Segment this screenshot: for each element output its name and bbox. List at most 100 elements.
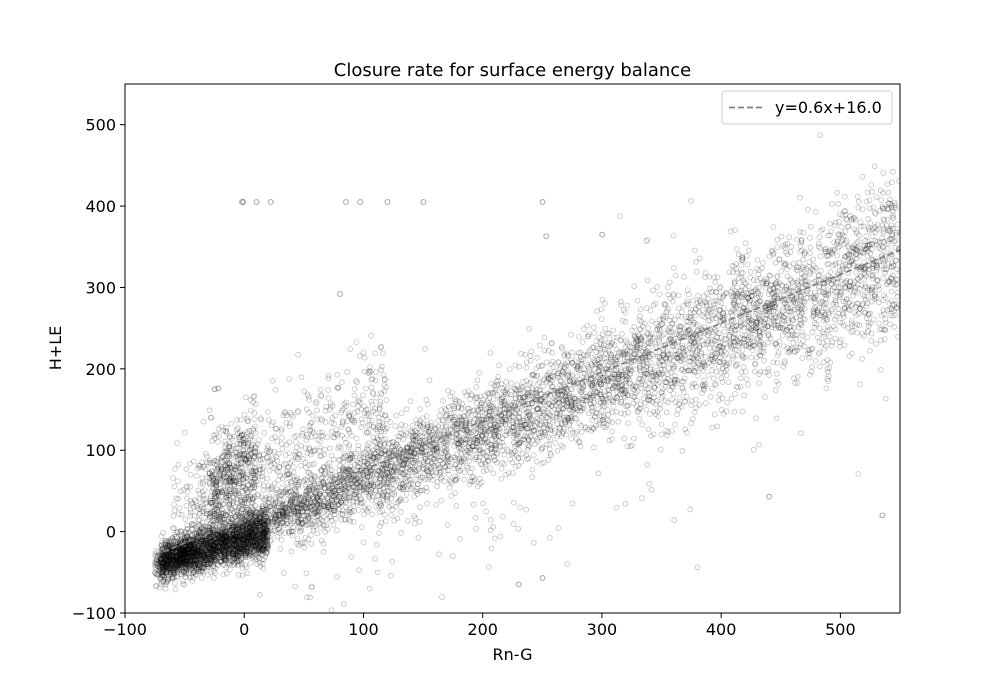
scatter-point: [461, 469, 468, 476]
scatter-point: [615, 418, 622, 425]
scatter-point: [811, 306, 817, 313]
scatter-point: [436, 412, 443, 419]
scatter-point: [405, 456, 412, 462]
scatter-point: [267, 538, 273, 544]
scatter-point: [294, 476, 300, 483]
scatter-point: [173, 554, 180, 561]
scatter-point: [806, 347, 813, 354]
scatter-point: [645, 325, 651, 332]
scatter-point: [690, 355, 697, 362]
scatter-point: [219, 546, 225, 552]
scatter-point: [672, 376, 678, 383]
scatter-point: [178, 559, 184, 566]
scatter-point: [733, 362, 739, 368]
scatter-point: [527, 411, 533, 418]
scatter-point: [243, 506, 250, 513]
scatter-point: [698, 300, 704, 307]
scatter-point: [554, 374, 561, 381]
scatter-point: [575, 367, 582, 373]
scatter-point: [475, 426, 482, 433]
scatter-point: [389, 439, 396, 445]
scatter-point: [452, 398, 459, 405]
scatter-point: [859, 291, 866, 298]
scatter-point: [770, 224, 777, 230]
scatter-point: [601, 377, 608, 383]
scatter-point: [442, 424, 449, 430]
scatter-point: [361, 459, 368, 465]
scatter-point: [757, 332, 763, 339]
scatter-point: [807, 244, 814, 251]
scatter-point: [692, 247, 698, 254]
scatter-point: [747, 268, 754, 275]
scatter-point: [461, 476, 467, 483]
scatter-point: [721, 341, 728, 348]
scatter-point: [407, 398, 414, 404]
scatter-point: [354, 463, 361, 470]
scatter-point: [883, 265, 890, 272]
scatter-point: [393, 468, 399, 475]
scatter-point: [607, 350, 613, 357]
scatter-point: [186, 552, 193, 559]
scatter-point: [413, 417, 419, 423]
scatter-point: [169, 559, 176, 566]
scatter-point: [814, 307, 820, 314]
scatter-point: [843, 296, 850, 302]
scatter-point: [796, 259, 803, 266]
scatter-point: [388, 460, 395, 467]
scatter-point: [389, 450, 395, 457]
scatter-point: [276, 489, 283, 495]
scatter-point: [608, 397, 615, 404]
scatter-point: [547, 375, 554, 381]
scatter-point: [487, 446, 494, 452]
scatter-point: [253, 542, 259, 548]
scatter-point: [769, 300, 776, 306]
scatter-point: [605, 370, 611, 377]
scatter-point: [863, 315, 870, 322]
scatter-point: [490, 396, 497, 403]
scatter-point: [210, 543, 217, 550]
scatter-point: [835, 231, 842, 238]
scatter-point: [534, 381, 541, 387]
scatter-point: [862, 266, 869, 273]
scatter-point: [510, 434, 517, 441]
scatter-point: [185, 550, 191, 557]
scatter-point: [723, 290, 730, 297]
scatter-point: [558, 363, 564, 369]
scatter-point: [692, 305, 699, 312]
scatter-point: [644, 396, 651, 403]
scatter-point: [161, 573, 168, 580]
scatter-point: [378, 473, 385, 480]
scatter-point: [192, 545, 198, 552]
scatter-point: [566, 378, 573, 385]
scatter-point: [589, 380, 596, 387]
scatter-point: [456, 436, 463, 443]
scatter-point: [756, 380, 763, 387]
scatter-point: [659, 393, 666, 399]
scatter-point: [609, 419, 616, 426]
scatter-point: [822, 248, 828, 255]
scatter-point: [833, 301, 840, 308]
scatter-point: [255, 546, 261, 553]
scatter-point: [545, 400, 552, 407]
scatter-point: [627, 371, 634, 377]
scatter-point: [545, 375, 552, 381]
scatter-point: [651, 369, 658, 376]
scatter-point: [531, 427, 538, 434]
scatter-point: [866, 197, 873, 204]
scatter-point: [346, 486, 352, 492]
scatter-point: [241, 525, 248, 532]
scatter-point: [506, 430, 513, 436]
scatter-point: [893, 300, 900, 307]
scatter-point: [582, 371, 588, 377]
scatter-point: [277, 515, 284, 521]
scatter-point: [615, 373, 622, 380]
scatter-point: [568, 403, 575, 410]
scatter-point: [302, 534, 309, 541]
scatter-point: [603, 422, 610, 429]
scatter-point: [204, 544, 210, 550]
scatter-point: [774, 283, 781, 290]
scatter-point: [502, 389, 508, 396]
scatter-point: [259, 520, 266, 527]
scatter-point: [814, 334, 821, 341]
scatter-point: [809, 364, 815, 370]
